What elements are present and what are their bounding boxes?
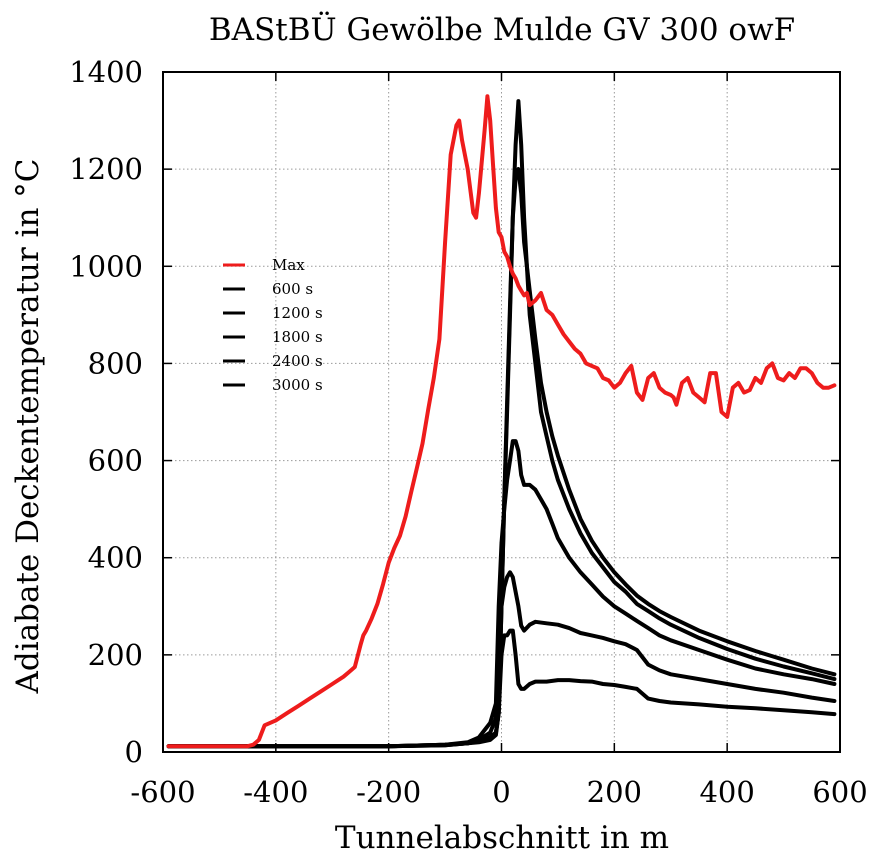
- series-line-1200-s: [166, 570, 837, 749]
- y-tick-label-0: 0: [125, 735, 143, 769]
- y-tick-label-5: 1000: [69, 249, 143, 283]
- x-tick-label-1: -400: [243, 775, 308, 809]
- legend-label-1200-s: 1200 s: [272, 304, 323, 322]
- series-lines: [166, 94, 837, 749]
- x-tick-label-6: 600: [812, 775, 867, 809]
- y-tick-label-4: 800: [88, 346, 143, 380]
- legend-label-600-s: 600 s: [272, 280, 313, 298]
- legend-label-1800-s: 1800 s: [272, 328, 323, 346]
- x-axis-label: Tunnelabschnitt in m: [335, 820, 669, 856]
- legend-label-2400-s: 2400 s: [272, 352, 323, 370]
- y-tick-label-1: 200: [88, 638, 143, 672]
- legend-label-3000-s: 3000 s: [272, 376, 323, 394]
- x-tick-label-0: -600: [130, 775, 195, 809]
- legend: Max 600 s 1200 s 1800 s 2400 s 3000 s: [223, 256, 323, 394]
- y-tick-label-3: 600: [88, 444, 143, 478]
- x-tick-label-4: 200: [587, 775, 642, 809]
- axis-ticks: -600 -400 -200 0 200 400 600 0 200 400 600 800 1000 1…: [69, 55, 867, 809]
- chart-title: BAStBÜ Gewölbe Mulde GV 300 owF: [209, 10, 795, 48]
- y-tick-label-6: 1200: [69, 152, 143, 186]
- x-tick-label-5: 400: [699, 775, 754, 809]
- y-tick-label-2: 400: [88, 541, 143, 575]
- series-line-3000-s: [166, 167, 837, 749]
- y-tick-label-7: 1400: [69, 55, 143, 89]
- y-axis-label: Adiabate Deckentemperatur in °C: [10, 158, 46, 694]
- x-tick-label-3: 0: [492, 775, 510, 809]
- series-line-1800-s: [166, 439, 837, 749]
- x-tick-label-2: -200: [356, 775, 421, 809]
- series-line-max: [166, 94, 837, 749]
- legend-label-max: Max: [272, 256, 305, 274]
